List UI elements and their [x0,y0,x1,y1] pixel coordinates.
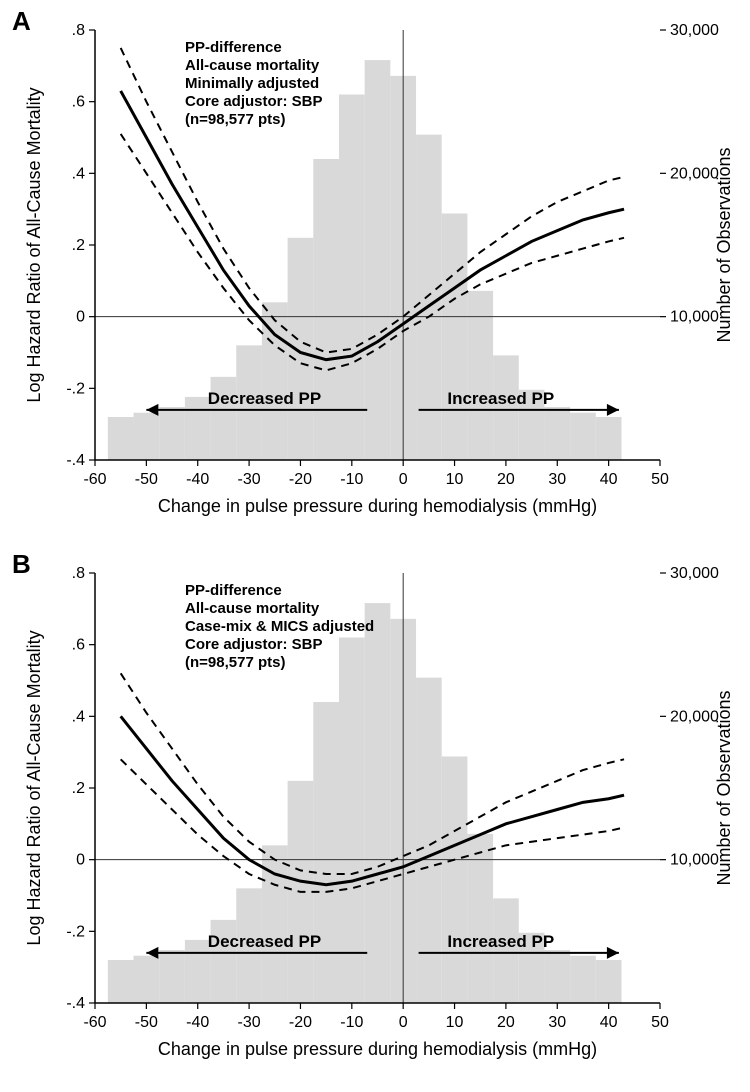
y-left-tick-label: .4 [72,708,85,725]
increased-pp-label: Increased PP [447,389,554,408]
histogram-bar [365,603,391,1003]
legend-line: (n=98,577 pts) [185,111,285,128]
x-tick-label: 20 [497,471,515,488]
x-tick-label: 50 [651,1014,669,1031]
histogram-bar [442,756,468,1003]
x-tick-label: 20 [497,1014,515,1031]
histogram-bar [442,213,468,460]
histogram-bar [313,159,339,460]
legend-line: Minimally adjusted [185,75,319,92]
panel-label: A [12,6,31,36]
legend-line: Case-mix & MICS adjusted [185,618,374,635]
figure-container: -60 -50 -40 -30 -20 -10 0 10 20 30 40 50 -.4 -.2 0 .2 .4… [0,0,750,1087]
y-right-axis-title: Number of Observations [714,147,734,342]
x-axis-title: Change in pulse pressure during hemodial… [158,1039,597,1059]
legend-line: (n=98,577 pts) [185,654,285,671]
x-tick-label: 30 [548,471,566,488]
y-right-tick-label: 30,000 [670,22,719,39]
legend-line: All-cause mortality [185,600,320,617]
legend-line: Core adjustor: SBP [185,636,323,653]
x-tick-label: -40 [186,471,209,488]
panel-a: -60 -50 -40 -30 -20 -10 0 10 20 30 40 50 -.4 -.2 0 .2 .4… [0,0,750,543]
y-right-tick-label: 10,000 [670,309,719,326]
y-right-tick-label: 10,000 [670,852,719,869]
x-axis-title: Change in pulse pressure during hemodial… [158,496,597,516]
y-right-tick-label: 30,000 [670,565,719,582]
x-tick-label: -50 [135,471,158,488]
decreased-pp-label: Decreased PP [208,389,321,408]
legend-line: Core adjustor: SBP [185,93,323,110]
x-tick-label: -10 [340,471,363,488]
x-tick-label: -60 [83,471,106,488]
x-tick-label: 0 [399,1014,408,1031]
y-left-tick-label: -.2 [66,380,85,397]
y-left-tick-label: 0 [76,309,85,326]
x-tick-label: -30 [238,471,261,488]
x-tick-label: -30 [238,1014,261,1031]
x-tick-label: -20 [289,1014,312,1031]
panel-b-svg: -60 -50 -40 -30 -20 -10 0 10 20 30 40 50 -.4 -.2 0 .2 .4… [0,543,750,1087]
histogram-bar [339,638,365,1004]
x-tick-label: 30 [548,1014,566,1031]
x-tick-label: 40 [600,471,618,488]
y-left-tick-label: .6 [72,94,85,111]
decreased-pp-label: Decreased PP [208,932,321,951]
y-right-axis-title: Number of Observations [714,690,734,885]
increased-pp-arrowhead [607,947,619,959]
x-tick-label: 40 [600,1014,618,1031]
histogram-bar [134,413,160,460]
histogram-bar [288,238,314,460]
y-left-tick-label: .8 [72,22,85,39]
x-tick-label: 10 [446,1014,464,1031]
y-left-axis-title: Log Hazard Ratio of All-Cause Mortality [24,630,44,945]
x-tick-label: -10 [340,1014,363,1031]
x-tick-label: -50 [135,1014,158,1031]
y-left-tick-label: -.4 [66,452,85,469]
histogram-bar [570,956,596,1003]
histogram-bar [185,397,211,460]
histogram-bar [108,417,134,460]
y-left-tick-label: .4 [72,165,85,182]
y-left-tick-label: .2 [72,780,85,797]
histogram-bar [544,950,570,1003]
histogram-bar [365,60,391,460]
x-tick-label: 10 [446,471,464,488]
x-tick-label: -40 [186,1014,209,1031]
histogram-bar [185,940,211,1003]
histogram-bar [416,135,442,460]
y-left-axis-title: Log Hazard Ratio of All-Cause Mortality [24,87,44,402]
y-left-tick-label: .8 [72,565,85,582]
histogram-bar [339,95,365,461]
histogram-bar [544,407,570,460]
legend-line: All-cause mortality [185,57,320,74]
histogram-bar [159,950,185,1003]
legend-line: PP-difference [185,39,282,56]
x-tick-label: 50 [651,471,669,488]
legend-line: PP-difference [185,582,282,599]
y-left-tick-label: .2 [72,237,85,254]
x-tick-label: -60 [83,1014,106,1031]
y-right-tick-label: 20,000 [670,708,719,725]
histogram-bar [108,960,134,1003]
histogram-bar [313,702,339,1003]
histogram-bar [416,678,442,1003]
panel-label: B [12,549,31,579]
panel-a-svg: -60 -50 -40 -30 -20 -10 0 10 20 30 40 50 -.4 -.2 0 .2 .4… [0,0,750,543]
histogram-bar [596,960,622,1003]
y-left-tick-label: -.4 [66,995,85,1012]
x-tick-label: 0 [399,471,408,488]
y-left-tick-label: .6 [72,637,85,654]
x-tick-label: -20 [289,471,312,488]
increased-pp-arrowhead [607,404,619,416]
panel-b: -60 -50 -40 -30 -20 -10 0 10 20 30 40 50 -.4 -.2 0 .2 .4… [0,543,750,1087]
histogram-bar [134,956,160,1003]
increased-pp-label: Increased PP [447,932,554,951]
y-left-tick-label: -.2 [66,923,85,940]
y-left-tick-label: 0 [76,852,85,869]
histogram-bar [159,407,185,460]
histogram-bar [596,417,622,460]
histogram-bar [570,413,596,460]
y-right-tick-label: 20,000 [670,165,719,182]
